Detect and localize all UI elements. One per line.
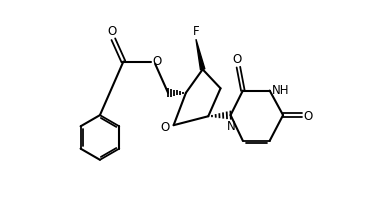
Text: NH: NH [272,84,290,96]
Polygon shape [196,40,205,70]
Text: N: N [227,120,236,132]
Text: O: O [232,53,242,66]
Text: O: O [152,55,162,68]
Text: O: O [160,121,170,134]
Text: O: O [304,109,313,122]
Text: F: F [193,24,199,37]
Text: O: O [108,25,117,38]
